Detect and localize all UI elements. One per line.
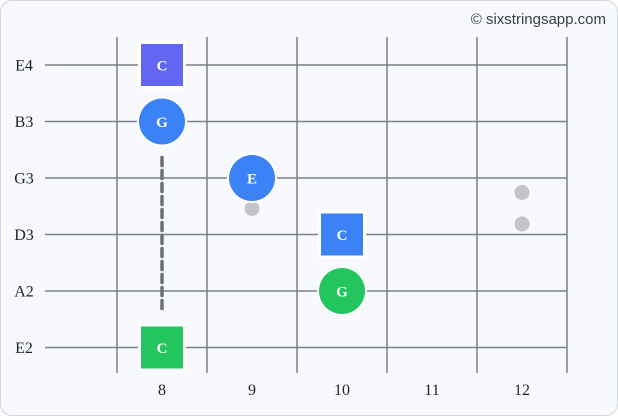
note-a2-fret-10-label: G: [336, 285, 348, 301]
note-e4-fret-8-square: [141, 44, 183, 86]
fret-number-9: 9: [248, 382, 256, 399]
fret-number-8: 8: [158, 382, 166, 399]
note-d3-fret-10-label: C: [337, 228, 348, 244]
note-e2-fret-8-square: [141, 326, 183, 369]
string-label-e2: E2: [15, 340, 33, 357]
note-a2-fret-10-circle: [319, 268, 365, 314]
note-e2-fret-8-label: C: [157, 341, 168, 357]
inlay-dot-fret-12-upper: [514, 185, 530, 200]
string-label-d3: D3: [14, 227, 34, 244]
note-e4-fret-8-label: C: [157, 59, 168, 75]
string-label-a2: A2: [14, 284, 34, 301]
inlay-dot-fret-12-lower: [514, 216, 530, 232]
fret-number-12: 12: [514, 382, 530, 399]
fret-number-11: 11: [424, 382, 439, 399]
note-g3-fret-9-circle: [229, 155, 275, 201]
string-label-g3: G3: [14, 171, 34, 188]
string-label-e4: E4: [15, 58, 33, 75]
fret-number-10: 10: [334, 382, 350, 399]
note-b3-fret-8-label: G: [156, 115, 168, 131]
note-d3-fret-10-square: [321, 213, 363, 256]
inlay-dot-fret-9: [244, 201, 260, 216]
note-b3-fret-8-circle: [139, 98, 185, 145]
copyright-text: © sixstringsapp.com: [471, 11, 606, 28]
note-g3-fret-9-label: E: [247, 172, 257, 188]
string-label-b3: B3: [15, 114, 34, 131]
